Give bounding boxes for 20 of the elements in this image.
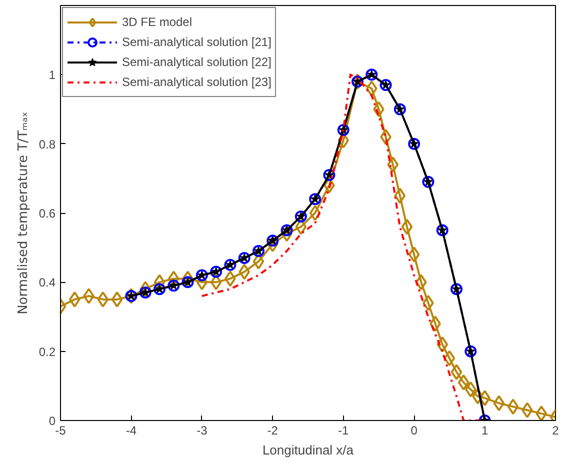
x-tick-label: 0 — [410, 424, 418, 438]
x-tick-label: 1 — [481, 424, 488, 438]
legend-label: 3D FE model — [122, 15, 192, 29]
x-axis-title: Longitudinal x/a — [262, 442, 354, 458]
y-tick-label: 0 — [48, 414, 56, 428]
x-tick-label: -2 — [267, 424, 278, 438]
x-tick-label: -3 — [196, 424, 208, 438]
y-tick-label: 0.6 — [38, 206, 56, 220]
legend-label: Semi-analytical solution [21] — [122, 35, 272, 49]
y-tick-label: 0.2 — [38, 344, 56, 359]
y-tick-label: 0.8 — [38, 137, 56, 152]
x-tick-label: -1 — [338, 424, 350, 438]
x-tick-label: -4 — [126, 424, 137, 438]
legend-label: Semi-analytical solution [22] — [122, 55, 272, 69]
x-tick-label: -5 — [55, 424, 66, 438]
y-axis-title: Normalised temperature T/Tₘₐₓ — [16, 111, 31, 314]
y-tick-label: 1 — [48, 68, 56, 82]
x-tick-label: 2 — [552, 424, 560, 438]
y-tick-label: 0.4 — [38, 276, 56, 290]
legend-label: Semi-analytical solution [23] — [122, 75, 272, 89]
